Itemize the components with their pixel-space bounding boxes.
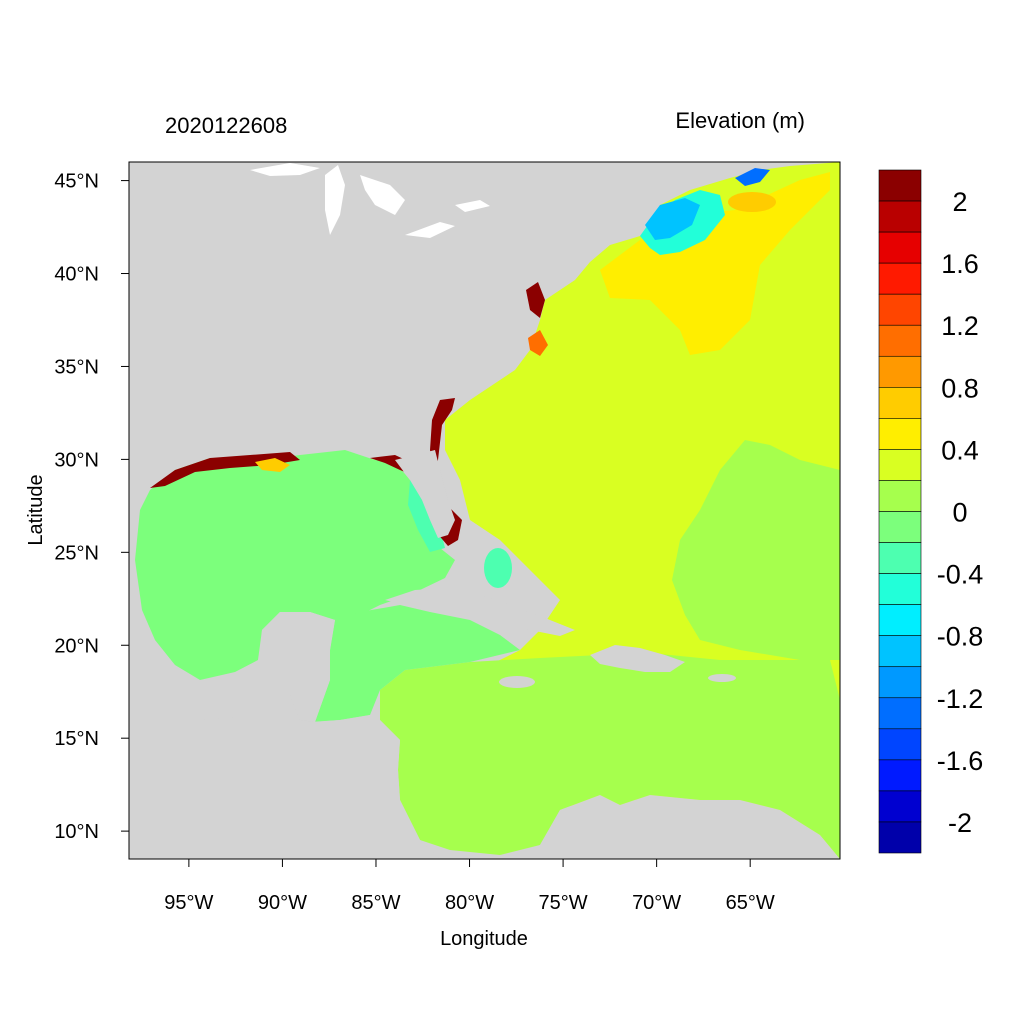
x-tick-label: 70°W	[632, 892, 681, 914]
x-tick-label: 95°W	[164, 892, 213, 914]
colorbar-swatch	[878, 728, 922, 761]
colorbar-swatch	[878, 324, 922, 357]
nova-scotia-coastal-high	[728, 192, 776, 212]
south-america-land	[500, 795, 840, 859]
colorbar-swatch	[878, 790, 922, 823]
y-axis-ticks: 45°N 40°N 35°N 30°N 25°N 20°N 15°N 10°N	[54, 171, 129, 843]
east-coast-surge	[430, 398, 455, 470]
colorbar-label: 0.4	[941, 435, 979, 465]
chesapeake-surge	[526, 282, 545, 318]
hispaniola-land	[590, 645, 685, 672]
y-tick-label: 20°N	[54, 635, 99, 657]
colorbar-swatch	[878, 200, 922, 233]
y-tick-label: 25°N	[54, 542, 99, 564]
gulf-of-mexico-region	[135, 450, 455, 680]
colorbar-swatch	[878, 293, 922, 326]
x-tick-label: 75°W	[539, 892, 588, 914]
colorbar-swatch	[878, 666, 922, 699]
colorbar: 2 1.6 1.2 0.8 0.4 0 -0.4 -0.8 -1.2 -1.6 -2	[878, 169, 984, 854]
colorbar-swatch	[878, 418, 922, 450]
y-tick-label: 45°N	[54, 171, 99, 193]
yucatan-basin-region	[315, 605, 520, 722]
cuba-land	[385, 588, 575, 636]
colorbar-swatch	[878, 542, 922, 574]
colorbar-label: 1.2	[941, 311, 979, 341]
florida-straits-low	[408, 480, 445, 552]
y-tick-label: 10°N	[54, 821, 99, 843]
colorbar-swatch	[878, 449, 922, 481]
colorbar-label: -0.8	[937, 622, 984, 652]
colorbar-label: 0.8	[941, 373, 979, 403]
map-frame	[128, 161, 841, 860]
bay-of-fundy-low	[735, 168, 770, 186]
y-axis-label: Latitude	[25, 474, 47, 545]
yellow-elevation-band	[600, 172, 830, 355]
y-tick-label: 40°N	[54, 264, 99, 286]
x-axis-ticks: 95°W 90°W 85°W 80°W 75°W 70°W 65°W	[164, 859, 775, 914]
colorbar-label: 0	[952, 498, 967, 528]
caribbean-sea-region	[380, 650, 840, 859]
timestamp-label: 2020122608	[165, 113, 287, 138]
central-america-land	[129, 715, 440, 859]
lake-ontario	[455, 200, 490, 212]
colorbar-swatch	[878, 262, 922, 295]
variable-title: Elevation (m)	[675, 108, 805, 133]
colorbar-label: 1.6	[941, 249, 979, 279]
lake-erie	[405, 222, 455, 238]
colorbar-swatch	[878, 697, 922, 730]
lake-michigan	[325, 165, 345, 235]
colorbar-swatch	[878, 821, 922, 854]
lake-huron	[360, 175, 405, 215]
y-tick-label: 15°N	[54, 728, 99, 750]
lake-superior	[250, 163, 320, 176]
colorbar-swatch	[878, 355, 922, 388]
puerto-rico-land	[708, 674, 736, 682]
map-panel	[129, 162, 840, 859]
colorbar-label: -1.6	[937, 746, 984, 776]
colorbar-swatch	[878, 480, 922, 512]
colorbar-swatch	[878, 604, 922, 636]
outer-banks-surge	[528, 330, 548, 356]
x-tick-label: 90°W	[258, 892, 307, 914]
colorbar-swatch	[878, 573, 922, 605]
x-axis-label: Longitude	[440, 928, 528, 950]
jamaica-land	[499, 676, 535, 688]
x-tick-label: 80°W	[445, 892, 494, 914]
colorbar-swatch	[878, 387, 922, 419]
colorbar-swatch	[878, 635, 922, 668]
colorbar-label: -0.4	[937, 560, 984, 590]
louisiana-delta-high	[255, 458, 290, 472]
colorbar-label: -1.2	[937, 684, 984, 714]
y-tick-label: 35°N	[54, 356, 99, 378]
x-tick-label: 65°W	[726, 892, 775, 914]
x-tick-label: 85°W	[351, 892, 400, 914]
colorbar-swatch	[878, 231, 922, 264]
florida-peninsula-land	[395, 450, 455, 538]
y-tick-label: 30°N	[54, 449, 99, 471]
colorbar-label: -2	[948, 808, 972, 838]
bahamas-bank-low	[484, 548, 512, 588]
colorbar-swatch	[878, 169, 922, 202]
gulf-of-maine-lower	[645, 198, 700, 240]
colorbar-swatch	[878, 511, 922, 543]
colorbar-label: 2	[952, 187, 967, 217]
colorbar-swatch	[878, 759, 922, 792]
yucatan-land	[260, 612, 335, 722]
green-atlantic-band	[672, 440, 840, 660]
